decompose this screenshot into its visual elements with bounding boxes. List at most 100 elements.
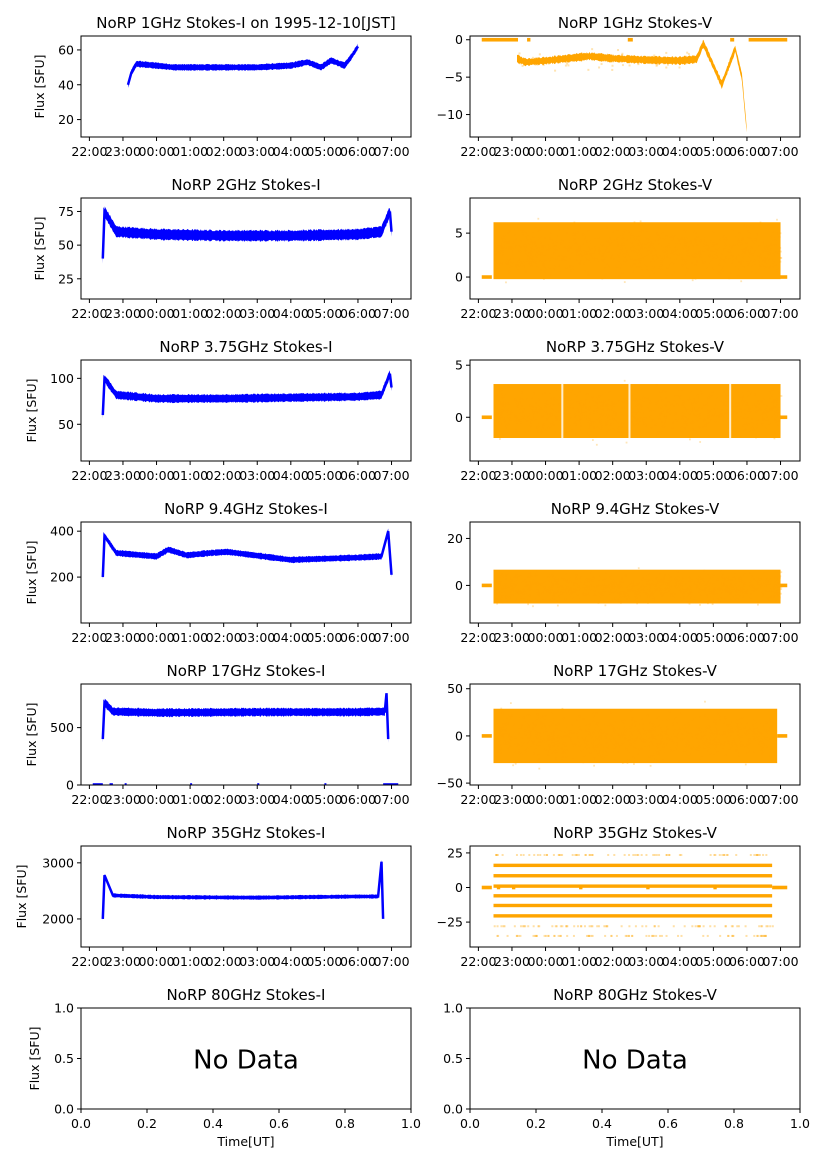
scatter-point (575, 588, 578, 591)
scatter-point (668, 235, 671, 238)
scatter-point (608, 736, 610, 739)
scatter-point (660, 264, 663, 267)
scatter-point (528, 588, 531, 591)
scatter-point (507, 263, 509, 265)
plot-area (101, 528, 393, 580)
scatter-point (575, 415, 577, 418)
axes-frame (469, 845, 801, 948)
scatter-point (611, 254, 614, 256)
scatter-point (699, 730, 702, 733)
scatter-point (692, 407, 695, 410)
scatter-point (607, 406, 610, 408)
scatter-point (651, 249, 653, 252)
x-tick-label: 06:00 (729, 630, 765, 645)
scatter-point (769, 588, 772, 591)
sparse-point (680, 853, 683, 856)
scatter-point (552, 594, 555, 597)
outlier-point (632, 59, 635, 62)
scatter-point (701, 727, 704, 730)
axes-frame (80, 521, 412, 624)
scatter-point (766, 413, 768, 416)
scatter-point (642, 396, 645, 399)
scatter-point (740, 744, 743, 747)
scatter-point (543, 428, 545, 431)
scatter-point (621, 249, 624, 252)
y-tick-label: −50 (437, 776, 463, 791)
scatter-point (669, 749, 672, 752)
scatter-point (551, 581, 554, 584)
scatter-point (498, 593, 501, 595)
scatter-point (737, 733, 739, 736)
scatter-point (561, 751, 564, 754)
scatter-point (578, 744, 581, 747)
scatter-point (643, 733, 646, 736)
scatter-point (657, 581, 660, 584)
scatter-point (699, 583, 702, 586)
scatter-point (658, 255, 661, 258)
y-axis-label: Flux [SFU] (24, 703, 39, 767)
scatter-point (632, 590, 635, 593)
scatter-point (546, 418, 549, 421)
scatter-point (766, 596, 769, 599)
scatter-point (609, 586, 612, 589)
scatter-point (576, 386, 579, 389)
scatter-point (583, 410, 586, 413)
scatter-point (528, 242, 531, 245)
scatter-point (501, 725, 504, 728)
scatter-point (744, 591, 747, 594)
zero-segment (257, 783, 260, 785)
scatter-point (734, 419, 737, 422)
scatter-point (495, 737, 498, 739)
scatter-point (734, 406, 737, 408)
scatter-point (762, 418, 765, 421)
scatter-point (595, 435, 597, 438)
scatter-point (532, 409, 535, 412)
sparse-point (696, 925, 699, 928)
scatter-point (771, 721, 773, 723)
scatter-point (743, 251, 746, 254)
scatter-point (639, 410, 642, 413)
scatter-point (682, 738, 685, 740)
scatter-point (497, 600, 500, 603)
scatter-point (753, 259, 756, 262)
scatter-point (725, 589, 728, 592)
scatter-point (537, 398, 540, 401)
scatter-point (773, 595, 775, 598)
scatter-point (647, 579, 650, 582)
scatter-point (665, 250, 668, 253)
scatter-point (612, 584, 615, 587)
scatter-point (612, 731, 615, 734)
scatter-point (532, 256, 535, 259)
scatter-point (556, 579, 559, 582)
sparse-point (698, 925, 701, 928)
scatter-point (530, 404, 533, 407)
sparse-point (551, 925, 554, 928)
scatter-point (558, 595, 561, 598)
scatter-point (727, 412, 730, 415)
scatter-point (582, 404, 585, 406)
scatter-point (530, 240, 533, 243)
scatter-point (777, 584, 780, 587)
scatter-point (557, 722, 560, 725)
scatter-point (640, 248, 643, 251)
scatter-point (522, 753, 525, 756)
scatter-point (495, 755, 497, 757)
scatter-point (637, 419, 640, 422)
scatter-point (735, 390, 738, 393)
scatter-point (641, 739, 644, 742)
scatter-point (604, 267, 607, 270)
scatter-point (772, 261, 775, 264)
scatter-point (556, 418, 558, 421)
scatter-point (554, 591, 557, 594)
scatter-point (655, 250, 657, 252)
scatter-point (660, 741, 662, 744)
scatter-point (698, 746, 701, 749)
scatter-point (702, 742, 705, 744)
scatter-point (634, 594, 637, 597)
scatter-point (774, 735, 776, 738)
scatter-point (682, 591, 685, 593)
scatter-point (511, 714, 514, 717)
scatter-point (602, 756, 605, 759)
scatter-point (704, 424, 707, 427)
scatter-point (670, 594, 673, 597)
